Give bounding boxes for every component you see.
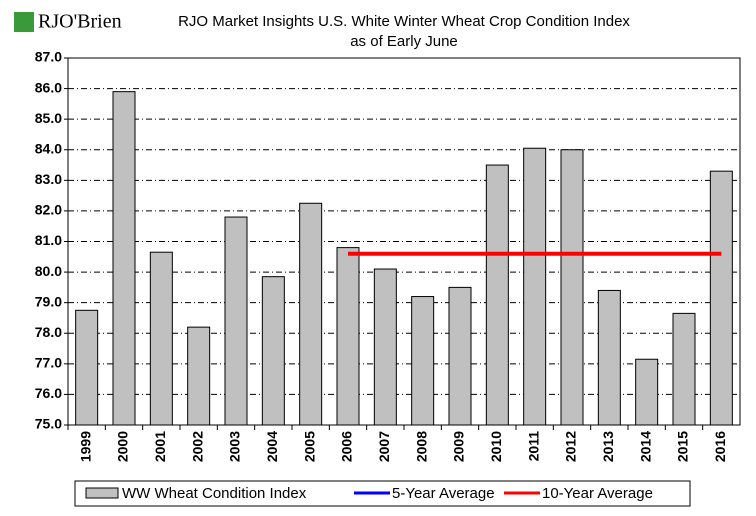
chart-title: RJO Market Insights U.S. White Winter Wh… [178,13,630,30]
legend-swatch [85,487,119,499]
bar [597,289,621,426]
x-tick-label: 2011 [525,431,541,462]
bar [672,312,696,426]
y-tick-label: 80.0 [35,263,62,279]
x-tick-label: 2013 [600,431,616,462]
x-tick-label: 2012 [563,431,579,462]
bar [299,202,323,426]
y-tick-label: 75.0 [35,416,62,432]
y-tick-label: 77.0 [35,355,62,371]
bar [560,149,584,426]
bar [261,276,285,426]
bar [149,251,173,426]
x-tick-label: 2002 [189,431,205,462]
y-tick-label: 76.0 [35,385,62,401]
legend-label: 10-Year Average [542,485,653,502]
bar [448,286,472,426]
bar [523,147,547,426]
x-tick-label: 2016 [712,431,728,462]
bar [75,309,99,426]
chart-subtitle: as of Early June [350,33,458,50]
y-tick-label: 78.0 [35,324,62,340]
y-tick-label: 81.0 [35,232,62,248]
x-tick-label: 2009 [451,431,467,462]
logo-icon [14,12,34,32]
x-tick-label: 2014 [637,431,653,462]
x-tick-label: 2000 [115,431,131,462]
x-tick-label: 2008 [413,431,429,462]
x-tick-label: 2003 [227,431,243,462]
x-tick-label: 1999 [77,431,93,462]
y-tick-label: 84.0 [35,140,62,156]
x-tick-label: 2005 [301,431,317,462]
x-tick-label: 2006 [339,431,355,462]
bar [411,296,435,426]
bar [709,170,733,426]
x-tick-label: 2015 [675,431,691,462]
x-tick-label: 2007 [376,431,392,462]
legend-label: WW Wheat Condition Index [122,485,307,502]
y-tick-label: 82.0 [35,202,62,218]
bar [336,247,360,426]
bar [485,164,509,426]
y-tick-label: 79.0 [35,293,62,309]
bar [224,216,248,426]
bar [635,358,659,426]
legend-label: 5-Year Average [392,485,495,502]
bar [187,326,211,426]
bar [373,268,397,426]
x-tick-label: 2004 [264,431,280,462]
y-tick-label: 83.0 [35,171,62,187]
y-tick-label: 87.0 [35,49,62,65]
x-tick-label: 2010 [488,431,504,462]
y-tick-label: 85.0 [35,110,62,126]
x-tick-label: 2001 [152,431,168,462]
bar [112,91,136,426]
logo: RJO'Brien [38,11,122,33]
y-tick-label: 86.0 [35,79,62,95]
